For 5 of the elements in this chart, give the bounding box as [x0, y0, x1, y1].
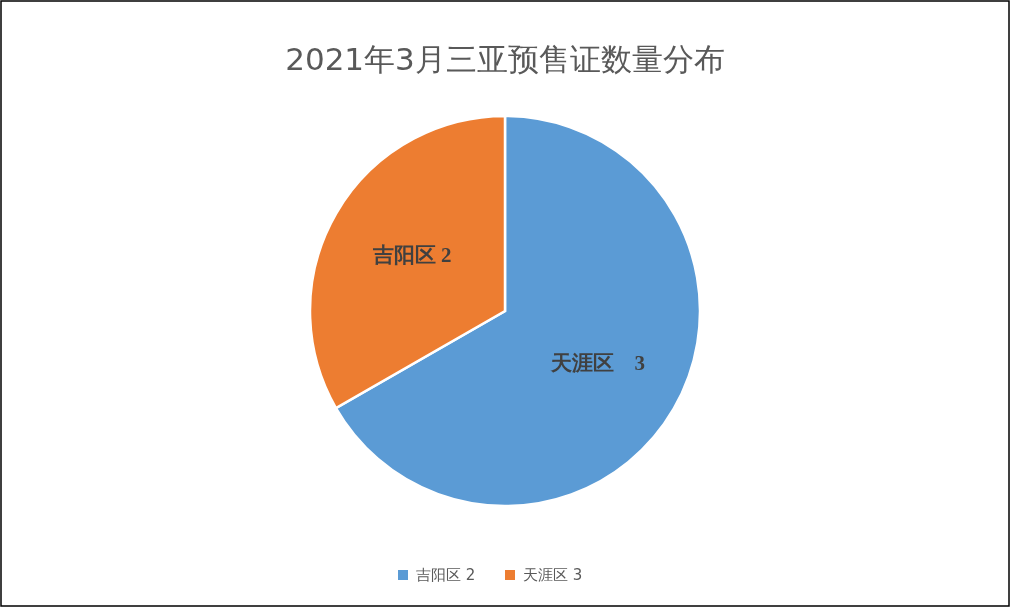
text: 吉阳区 2 [371, 243, 452, 268]
legend-label: 吉阳区 2 [416, 566, 476, 584]
text: 天涯区 3 [549, 350, 646, 375]
legend-label: 天涯区 3 [523, 566, 583, 584]
chart-title: 2021年3月三亚预售证数量分布 [285, 41, 725, 77]
